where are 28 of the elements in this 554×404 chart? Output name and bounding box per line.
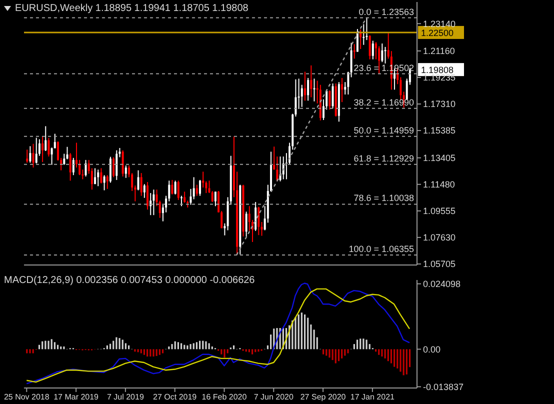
y-tick-label: 1.07630 (423, 232, 456, 243)
ref-line-label: 100.0 = 1.06355 (348, 244, 414, 254)
x-tick-label: 17 Jan 2021 (350, 392, 396, 402)
x-tick-label: 25 Nov 2018 (4, 392, 50, 402)
ref-line-label: 61.8 = 1.12929 (354, 153, 414, 164)
text: 1.19808 (421, 65, 454, 76)
y-tick-label: 1.15385 (423, 126, 456, 136)
ref-line-label: 78.6 = 1.10038 (354, 193, 414, 204)
y-tick-label: 1.13405 (423, 153, 456, 164)
ref-line-label: 0.0 = 1.23563 (358, 6, 414, 17)
x-tick-label: 27 Sep 2020 (300, 392, 346, 402)
x-tick-label: 17 Mar 2019 (54, 392, 100, 402)
y-tick-label: 1.21160 (423, 46, 455, 56)
y-tick-label: 1.05705 (423, 259, 456, 270)
y-tick-label: 0.024098 (423, 279, 461, 289)
chart-title: MACD(12,26,9) 0.002356 0.007453 0.000000 -0.006626 (4, 275, 255, 286)
y-tick-label: 1.09555 (423, 206, 456, 216)
x-tick-label: 7 Jun 2020 (254, 392, 294, 402)
y-tick-label: 1.17310 (423, 99, 456, 110)
x-tick-label: 16 Feb 2020 (202, 392, 248, 402)
y-tick-label: -0.013837 (423, 382, 464, 392)
x-tick-label: 7 Jul 2019 (106, 392, 144, 402)
y-tick-label: 1.11480 (423, 180, 455, 190)
y-tick-label: 0.00 (423, 344, 441, 354)
chart-title: EURUSD,Weekly 1.18895 1.19941 1.18705 1.19808 (15, 3, 248, 14)
ref-line-label: 1.22500 (421, 28, 454, 38)
x-tick-label: 27 Oct 2019 (153, 392, 198, 402)
ref-line-label: 50.0 = 1.14959 (354, 125, 414, 136)
